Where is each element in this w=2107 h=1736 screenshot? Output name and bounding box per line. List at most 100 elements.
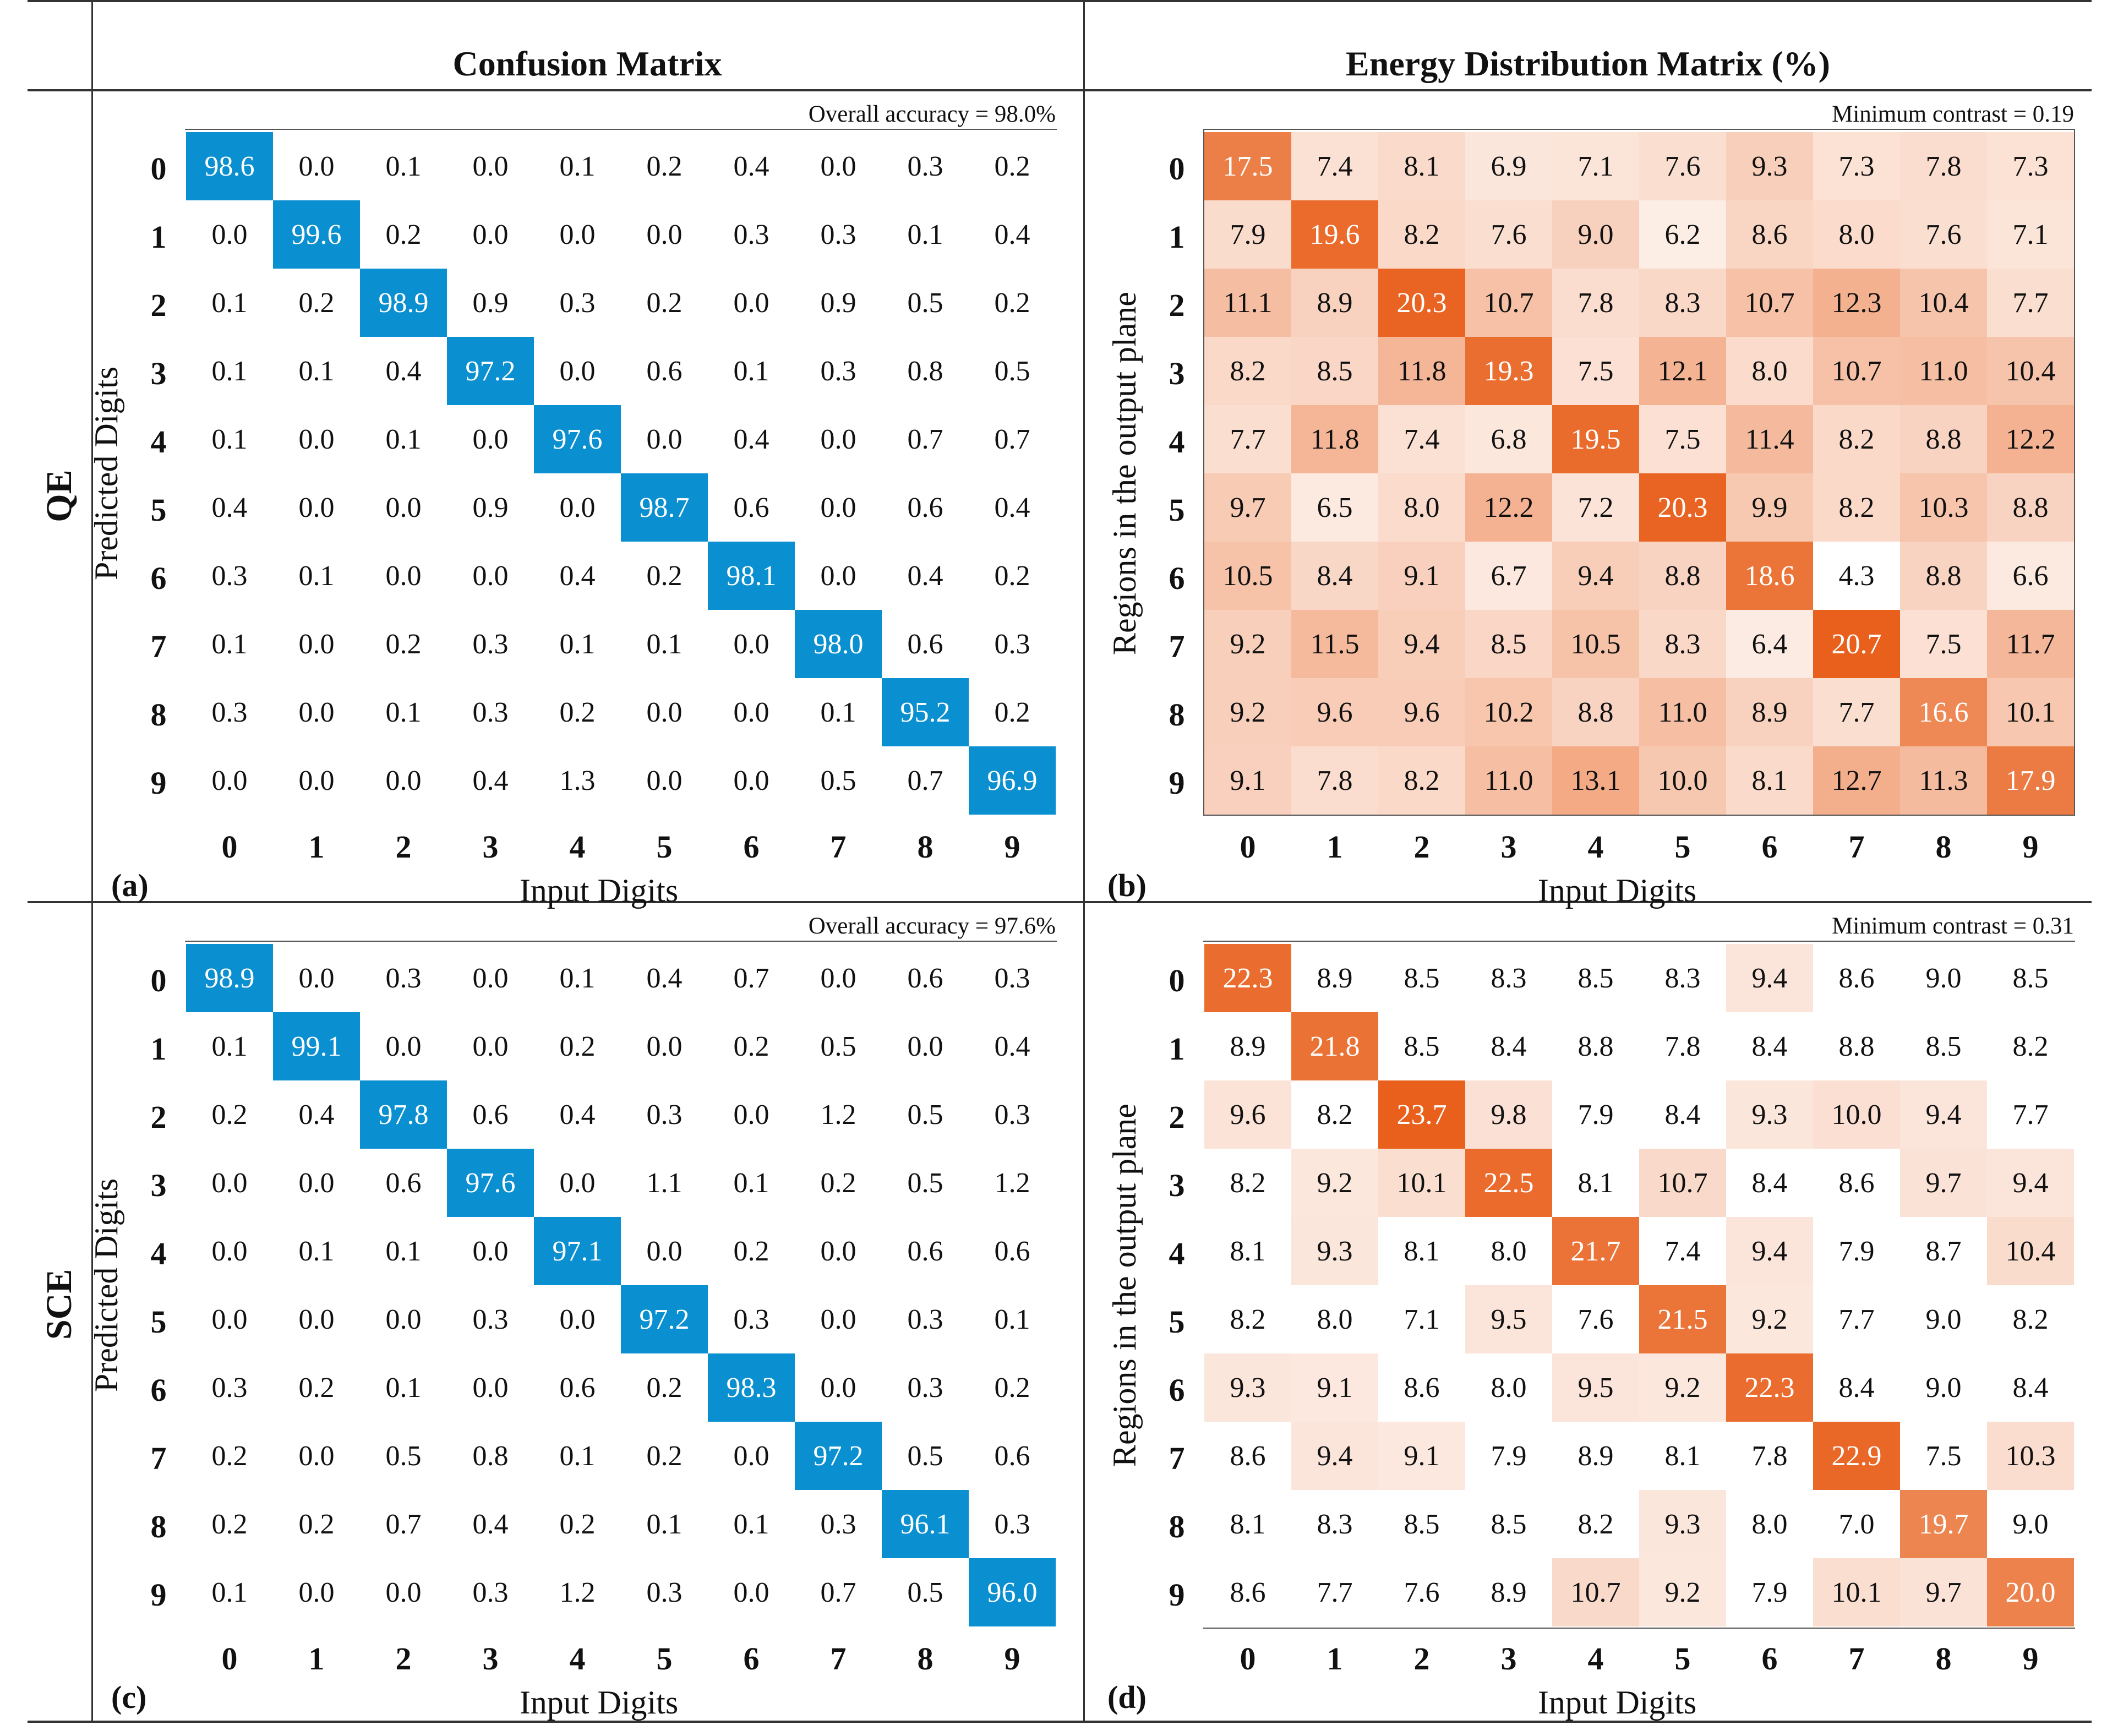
panel-d-cell-r6-c2: 8.6 <box>1378 1353 1465 1422</box>
panel-a-annotation: Overall accuracy = 98.0% <box>808 101 1056 127</box>
panel-d-xtick-1: 1 <box>1327 1641 1343 1677</box>
panel-b-cell-r1-c4: 9.0 <box>1552 200 1639 269</box>
panel-b-xtick-0: 0 <box>1240 829 1256 865</box>
panel-a-xtick-4: 4 <box>569 829 586 865</box>
rule-left-divider <box>91 0 93 1723</box>
panel-a-xtick-9: 9 <box>1004 829 1020 865</box>
panel-b-cell-r4-c9: 12.2 <box>1987 405 2074 473</box>
panel-d-cell-r5-c6: 9.2 <box>1726 1285 1813 1353</box>
panel-b-cell-r2-c6: 10.7 <box>1726 269 1813 337</box>
panel-d-cell-r6-c1: 9.1 <box>1291 1353 1378 1422</box>
panel-c-ytick-4: 4 <box>150 1236 167 1271</box>
panel-c-cell-r4-c7: 0.0 <box>820 1235 856 1267</box>
panel-a-cell-r6-c9: 0.2 <box>994 560 1030 592</box>
panel-b-cell-r1-c2: 8.2 <box>1378 200 1465 269</box>
panel-c-cell-r7-c8: 0.5 <box>907 1440 943 1472</box>
panel-c-xtick-4: 4 <box>569 1641 586 1677</box>
panel-d-cell-r2-c9: 7.7 <box>1987 1080 2074 1149</box>
panel-a-cell-r4-c6: 0.4 <box>733 423 769 455</box>
panel-b-cell-r5-c4: 7.2 <box>1552 473 1639 542</box>
panel-d-ytick-7: 7 <box>1169 1440 1185 1476</box>
panel-c-cell-r1-c4: 0.2 <box>559 1030 596 1062</box>
panel-d-ylabel: Regions in the output plane <box>1106 1104 1143 1467</box>
panel-c-cell-r5-c0: 0.0 <box>211 1303 248 1335</box>
panel-c-ytick-1: 1 <box>150 1031 167 1067</box>
panel-c-cell-r9-c7: 0.7 <box>820 1576 856 1608</box>
panel-b-cell-r6-c1: 8.4 <box>1291 542 1378 610</box>
panel-b-ytick-4: 4 <box>1169 424 1185 460</box>
panel-b-cell-r5-c9: 8.8 <box>1987 473 2074 542</box>
panel-d-ytick-4: 4 <box>1169 1236 1185 1271</box>
panel-c-cell-r1-c1: 99.1 <box>273 1012 360 1080</box>
panel-c-cell-r0-c3: 0.0 <box>472 962 509 994</box>
panel-c-cell-r7-c6: 0.0 <box>733 1440 769 1472</box>
panel-a-ytick-5: 5 <box>150 492 167 528</box>
panel-d-cell-r6-c9: 8.4 <box>1987 1353 2074 1422</box>
panel-a-cell-r5-c8: 0.6 <box>907 492 943 523</box>
panel-d-xtick-4: 4 <box>1587 1641 1604 1677</box>
panel-c-cell-r7-c4: 0.1 <box>559 1440 596 1472</box>
panel-b-cell-r4-c1: 11.8 <box>1291 405 1378 473</box>
panel-a-cell-r5-c3: 0.9 <box>472 492 509 523</box>
panel-b-cell-r7-c7: 20.7 <box>1813 610 1900 678</box>
panel-d-cell-r1-c2: 8.5 <box>1378 1012 1465 1080</box>
panel-d-ytick-5: 5 <box>1169 1304 1185 1340</box>
panel-b-cell-r0-c5: 7.6 <box>1639 132 1726 200</box>
panel-b-cell-r7-c4: 10.5 <box>1552 610 1639 678</box>
panel-b-cell-r7-c0: 9.2 <box>1204 610 1291 678</box>
panel-d-cell-r3-c1: 9.2 <box>1291 1149 1378 1217</box>
panel-d-cell-r5-c9: 8.2 <box>1987 1285 2074 1353</box>
panel-c-cell-r0-c1: 0.0 <box>298 962 335 994</box>
panel-d-cell-r7-c2: 9.1 <box>1378 1422 1465 1490</box>
panel-b-cell-r9-c7: 12.7 <box>1813 746 1900 815</box>
panel-b-cell-r7-c3: 8.5 <box>1465 610 1552 678</box>
panel-c-cell-r8-c5: 0.1 <box>646 1508 683 1540</box>
panel-d-cell-r7-c8: 7.5 <box>1900 1422 1987 1490</box>
panel-c-cell-r3-c7: 0.2 <box>820 1167 856 1199</box>
panel-b-letter: (b) <box>1107 867 1147 903</box>
panel-c-cell-r8-c7: 0.3 <box>820 1508 856 1540</box>
panel-a-cell-r3-c3: 97.2 <box>447 337 534 405</box>
panel-a-cell-r8-c6: 0.0 <box>733 696 769 728</box>
panel-c-cell-r0-c8: 0.6 <box>907 962 943 994</box>
panel-a-cell-r3-c2: 0.4 <box>385 355 422 387</box>
panel-c-cell-r4-c6: 0.2 <box>733 1235 769 1267</box>
panel-c-ytick-2: 2 <box>150 1099 167 1135</box>
panel-b-cell-r4-c7: 8.2 <box>1813 405 1900 473</box>
panel-d-cell-r8-c7: 7.0 <box>1813 1490 1900 1558</box>
panel-d-annotation-rule <box>1203 941 2075 942</box>
panel-d-xtick-7: 7 <box>1848 1641 1865 1677</box>
panel-b-cell-r6-c4: 9.4 <box>1552 542 1639 610</box>
panel-d-ytick-8: 8 <box>1169 1509 1185 1544</box>
panel-b-cell-r7-c8: 7.5 <box>1900 610 1987 678</box>
panel-c-xtick-1: 1 <box>308 1641 325 1677</box>
panel-b-ytick-1: 1 <box>1169 219 1185 255</box>
panel-d-cell-r0-c1: 8.9 <box>1291 944 1378 1012</box>
column-header-confusion: Confusion Matrix <box>452 44 722 83</box>
panel-a-cell-r9-c4: 1.3 <box>559 765 596 796</box>
panel-b-ytick-0: 0 <box>1169 151 1185 187</box>
panel-d-cell-r1-c8: 8.5 <box>1900 1012 1987 1080</box>
panel-c-cell-r2-c1: 0.4 <box>298 1099 335 1131</box>
panel-b-annotation: Minimum contrast = 0.19 <box>1832 101 2074 127</box>
panel-d-cell-r0-c8: 9.0 <box>1900 944 1987 1012</box>
panel-d-cell-r9-c7: 10.1 <box>1813 1558 1900 1626</box>
panel-b-cell-r2-c1: 8.9 <box>1291 269 1378 337</box>
panel-a-cell-r4-c8: 0.7 <box>907 423 943 455</box>
rule-header-bottom <box>28 89 2092 91</box>
panel-d-cell-r5-c0: 8.2 <box>1204 1285 1291 1353</box>
panel-c-cell-r7-c2: 0.5 <box>385 1440 422 1472</box>
panel-c-cell-r6-c3: 0.0 <box>472 1372 509 1404</box>
panel-d-cell-r8-c9: 9.0 <box>1987 1490 2074 1558</box>
panel-c-cell-r9-c9: 96.0 <box>969 1558 1056 1626</box>
panel-d-xtick-0: 0 <box>1240 1641 1256 1677</box>
panel-a-cell-r2-c3: 0.9 <box>472 287 509 319</box>
panel-d-cell-r2-c6: 9.3 <box>1726 1080 1813 1149</box>
panel-a-cell-r5-c4: 0.0 <box>559 492 596 523</box>
panel-c-cell-r4-c8: 0.6 <box>907 1235 943 1267</box>
panel-d-xtick-8: 8 <box>1935 1641 1952 1677</box>
panel-a-cell-r5-c5: 98.7 <box>621 473 708 542</box>
panel-d-cell-r0-c5: 8.3 <box>1639 944 1726 1012</box>
panel-a-cell-r9-c1: 0.0 <box>298 765 335 796</box>
panel-a-cell-r0-c1: 0.0 <box>298 150 335 182</box>
